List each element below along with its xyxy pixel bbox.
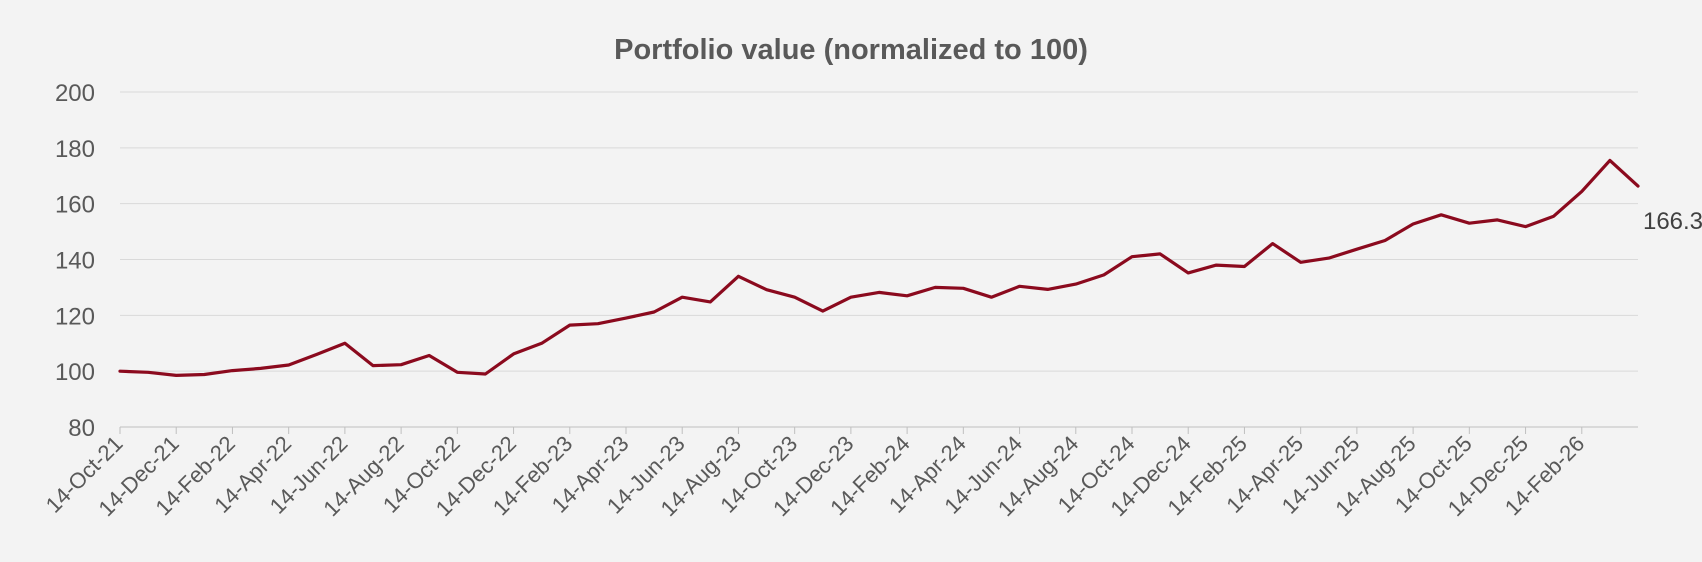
data-labels: 166.3	[1643, 208, 1702, 235]
y-tick-label: 120	[55, 303, 95, 330]
y-tick-label: 100	[55, 359, 95, 386]
chart-title: Portfolio value (normalized to 100)	[614, 34, 1088, 66]
y-tick-label: 160	[55, 192, 95, 219]
y-tick-label: 80	[68, 415, 95, 442]
series-line-0	[118, 158, 1640, 377]
x-axis: 14-Oct-2114-Dec-2114-Feb-2214-Apr-2214-J…	[41, 426, 1638, 521]
y-tick-label: 140	[55, 248, 95, 275]
data-label-last-value: 166.3	[1643, 208, 1702, 235]
gridlines	[120, 91, 1638, 372]
y-axis: 80 100 120 140 160 180 200	[55, 80, 95, 442]
y-tick-label: 180	[55, 136, 95, 163]
series-layer	[118, 158, 1640, 377]
y-tick-label: 200	[55, 80, 95, 107]
